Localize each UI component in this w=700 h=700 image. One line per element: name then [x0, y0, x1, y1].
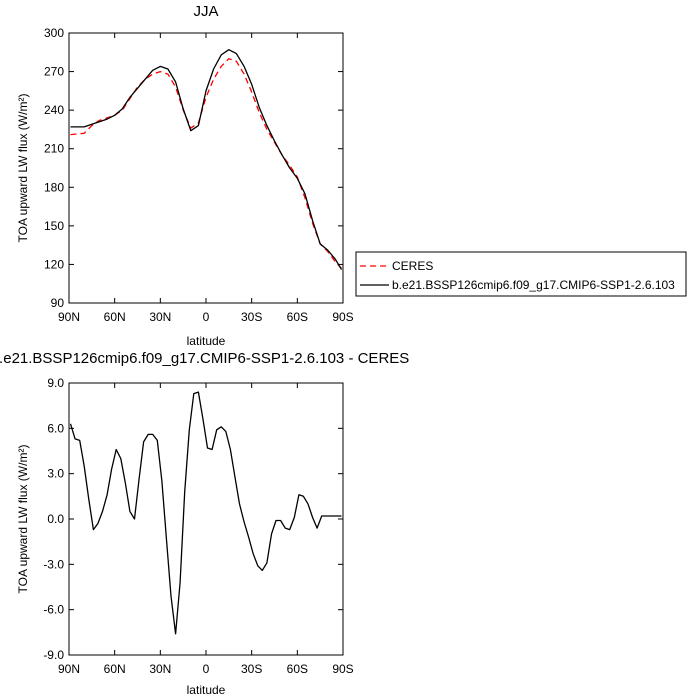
y-tick-label: 240 [44, 103, 64, 117]
y-tick-label: 150 [44, 219, 64, 233]
y-tick-label: -3.0 [43, 557, 64, 571]
x-tick-label: 90S [332, 310, 353, 324]
bottom-x-axis-label: latitude [187, 683, 226, 697]
y-tick-label: -6.0 [43, 603, 64, 617]
top-y-ticks: 90 120 150 180 210 240 270 300 [44, 26, 343, 310]
x-tick-label: 30N [149, 662, 171, 676]
top-plot-frame [68, 32, 344, 304]
top-x-ticks: 90N 60N 30N 0 30S 60S 90S [58, 33, 354, 324]
y-tick-label: -9.0 [43, 648, 64, 662]
top-chart-title: JJA [193, 3, 218, 20]
x-tick-label: 30N [149, 310, 171, 324]
y-tick-label: 9.0 [47, 376, 64, 390]
series-line-b [70, 49, 343, 270]
legend-label-ceres: CERES [392, 259, 433, 273]
legend: CERES b.e21.BSSP126cmip6.f09_g17.CMIP6-S… [355, 251, 687, 297]
x-tick-label: 30S [241, 662, 262, 676]
y-tick-label: 6.0 [47, 421, 64, 435]
x-tick-label: 0 [203, 662, 210, 676]
y-tick-label: 0.0 [47, 512, 64, 526]
x-tick-label: 60S [287, 310, 308, 324]
bottom-chart-title: b.e21.BSSP126cmip6.f09_g17.CMIP6-SSP1-2.… [0, 350, 409, 367]
legend-box [355, 251, 687, 297]
series-line-diff-0 [69, 391, 342, 635]
top-chart: JJA 90 120 150 180 210 240 270 300 90N 60N 30N 0 30… [16, 3, 687, 348]
x-tick-label: 90S [332, 662, 353, 676]
bottom-chart: b.e21.BSSP126cmip6.f09_g17.CMIP6-SSP1-2.… [0, 350, 409, 697]
top-x-axis-label: latitude [187, 334, 226, 348]
y-tick-label: 3.0 [47, 467, 64, 481]
x-tick-label: 60N [104, 310, 126, 324]
bottom-series-lines [69, 391, 342, 635]
y-tick-label: 120 [44, 257, 64, 271]
y-tick-label: 270 [44, 65, 64, 79]
x-tick-label: 60N [104, 662, 126, 676]
top-y-axis-label: TOA upward LW flux (W/m²) [16, 94, 30, 243]
y-tick-label: 180 [44, 180, 64, 194]
bottom-y-axis-label: TOA upward LW flux (W/m²) [16, 445, 30, 594]
y-tick-label: 90 [51, 296, 65, 310]
x-tick-label: 90N [58, 662, 80, 676]
bottom-y-ticks: -9.0 -6.0 -3.0 0.0 3.0 6.0 9.0 [43, 376, 343, 662]
y-tick-label: 300 [44, 26, 64, 40]
bottom-plot-frame [68, 382, 344, 656]
x-tick-label: 60S [287, 662, 308, 676]
x-tick-label: 90N [58, 310, 80, 324]
legend-label-model: b.e21.BSSP126cmip6.f09_g17.CMIP6-SSP1-2.… [392, 278, 675, 292]
y-tick-label: 210 [44, 142, 64, 156]
bottom-x-ticks: 90N 60N 30N 0 30S 60S 90S [58, 383, 354, 676]
top-series-lines [70, 49, 343, 270]
x-tick-label: 30S [241, 310, 262, 324]
x-tick-label: 0 [203, 310, 210, 324]
